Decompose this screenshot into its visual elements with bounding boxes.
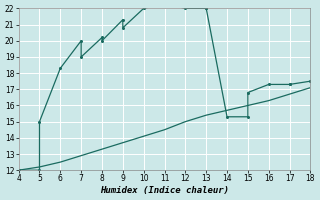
X-axis label: Humidex (Indice chaleur): Humidex (Indice chaleur) xyxy=(100,186,229,195)
